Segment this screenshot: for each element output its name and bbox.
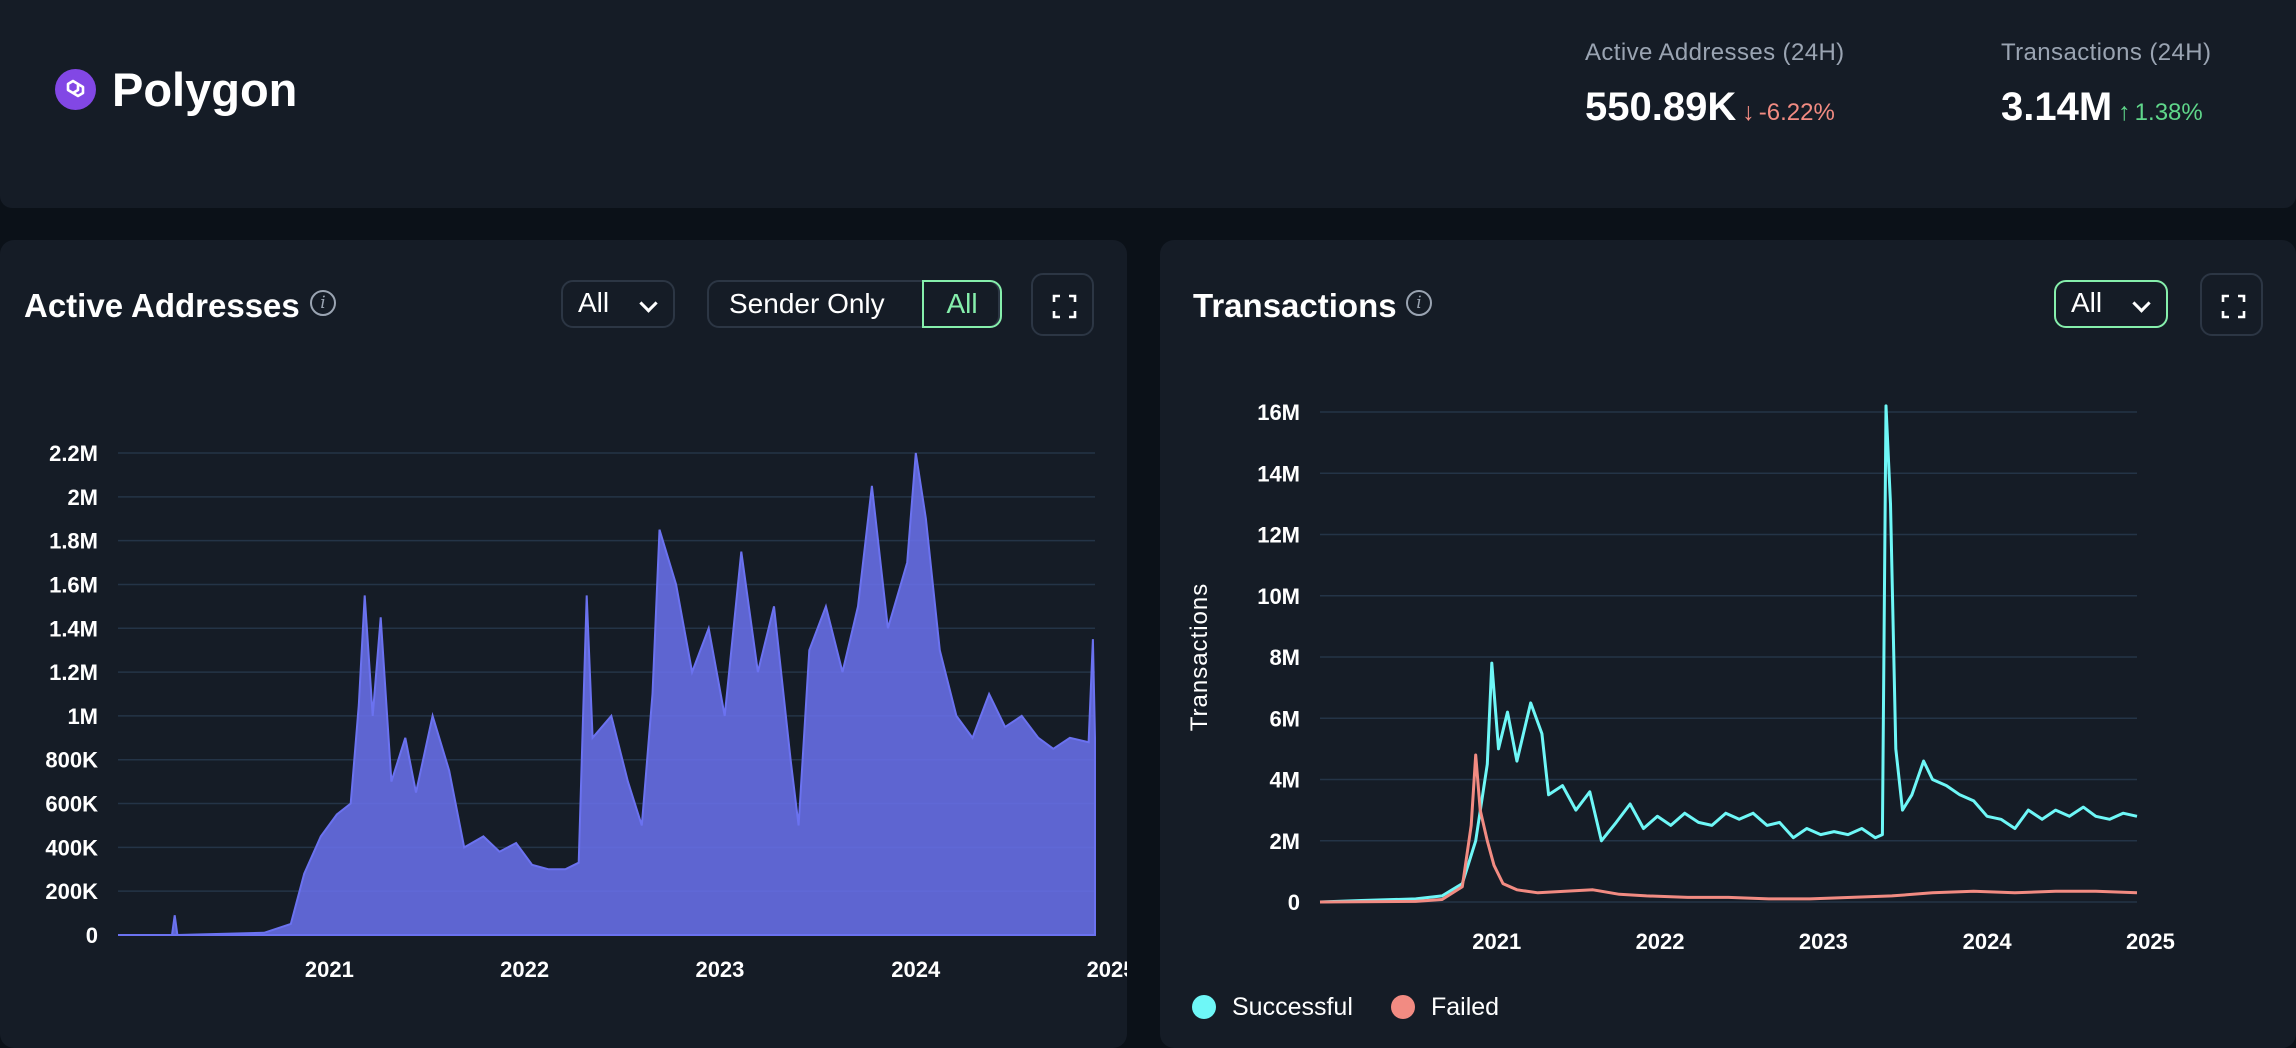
y-tick-label: 1.2M xyxy=(49,660,98,685)
y-tick-label: 800K xyxy=(45,748,98,773)
range-select[interactable]: All xyxy=(561,280,675,328)
y-tick-label: 400K xyxy=(45,835,98,860)
y-tick-label: 16M xyxy=(1257,400,1300,425)
y-tick-label: 2M xyxy=(1269,829,1300,854)
x-tick-label: 2023 xyxy=(1799,929,1848,954)
stat-value: 3.14M xyxy=(2001,85,2113,129)
range-select-value: All xyxy=(2071,287,2103,318)
transactions-chart: 0 2M 4M 6M 8M 10M 12M 14M 16M 2021 2022 2023 2024 202… xyxy=(1186,400,2175,954)
info-icon[interactable]: i xyxy=(1406,290,1432,316)
x-tick-label: 2022 xyxy=(500,957,549,982)
active-addresses-stat: Active Addresses (24H) 550.89K ↓ -6.22% xyxy=(1585,38,1845,130)
active-addresses-title: Active Addresses xyxy=(24,287,300,324)
chevron-down-icon xyxy=(639,294,658,313)
fullscreen-button[interactable] xyxy=(2200,273,2263,336)
x-tick-label: 2025 xyxy=(1087,957,1127,982)
arrow-down-icon: ↓ xyxy=(1742,98,1755,126)
range-select[interactable]: All xyxy=(2054,280,2168,328)
x-tick-label: 2025 xyxy=(2126,929,2175,954)
series-line-successful xyxy=(1319,404,2138,904)
y-tick-label: 200K xyxy=(45,879,98,904)
legend-failed[interactable]: Failed xyxy=(1391,992,1499,1022)
x-tick-label: 2024 xyxy=(891,957,941,982)
info-icon[interactable]: i xyxy=(310,290,336,316)
y-tick-label: 600K xyxy=(45,792,98,817)
y-tick-label: 10M xyxy=(1257,584,1300,609)
x-tick-label: 2024 xyxy=(1963,929,2013,954)
fullscreen-button[interactable] xyxy=(1031,273,1094,336)
chain-title: Polygon xyxy=(112,63,298,116)
polygon-logo-icon xyxy=(55,69,96,110)
fullscreen-icon xyxy=(1052,294,1077,319)
x-tick-label: 2023 xyxy=(695,957,744,982)
y-tick-label: 0 xyxy=(86,923,98,948)
y-tick-label: 1M xyxy=(67,704,98,729)
chevron-down-icon xyxy=(2132,294,2151,313)
sender-only-option[interactable]: Sender Only xyxy=(729,288,885,319)
chain-header: Polygon Active Addresses (24H) 550.89K ↓… xyxy=(0,0,2296,208)
active-addresses-chart: 0 200K 400K 600K 800K 1M 1.2M 1.4M 1.6M 1.8M 2M 2.2… xyxy=(45,441,1127,982)
y-tick-label: 14M xyxy=(1257,461,1300,486)
stat-change: 1.38% xyxy=(2134,99,2203,126)
x-tick-label: 2022 xyxy=(1636,929,1685,954)
y-tick-label: 0 xyxy=(1288,890,1300,915)
y-tick-label: 2M xyxy=(67,485,98,510)
transactions-panel xyxy=(1160,240,2296,1048)
stat-value: 550.89K xyxy=(1585,85,1737,129)
x-tick-label: 2021 xyxy=(305,957,354,982)
series-line-failed xyxy=(1319,753,2138,904)
stat-change: -6.22% xyxy=(1758,99,1835,126)
transactions-title: Transactions xyxy=(1193,287,1397,324)
y-axis-title: Transactions xyxy=(1186,583,1213,732)
legend-label: Successful xyxy=(1232,993,1353,1021)
x-tick-label: 2021 xyxy=(1472,929,1521,954)
series-area xyxy=(118,452,1096,937)
y-tick-label: 1.4M xyxy=(49,616,98,641)
transactions-stat: Transactions (24H) 3.14M ↑ 1.38% xyxy=(2001,38,2211,130)
y-tick-label: 2.2M xyxy=(49,441,98,466)
range-select-value: All xyxy=(578,287,610,318)
y-tick-label: 8M xyxy=(1269,645,1300,670)
y-tick-label: 4M xyxy=(1269,768,1300,793)
fullscreen-icon xyxy=(2221,294,2246,319)
y-tick-label: 1.8M xyxy=(49,529,98,554)
y-tick-label: 12M xyxy=(1257,523,1300,548)
y-tick-label: 1.6M xyxy=(49,572,98,597)
all-option[interactable]: All xyxy=(922,280,1002,328)
legend-swatch xyxy=(1391,995,1415,1019)
y-tick-label: 6M xyxy=(1269,706,1300,731)
arrow-up-icon: ↑ xyxy=(2118,98,2131,126)
stat-label: Transactions (24H) xyxy=(2001,39,2212,66)
address-type-toggle: Sender Only All xyxy=(707,280,1002,328)
stat-label: Active Addresses (24H) xyxy=(1585,39,1845,66)
legend-successful[interactable]: Successful xyxy=(1192,992,1353,1022)
legend-swatch xyxy=(1192,995,1216,1019)
legend-label: Failed xyxy=(1431,993,1500,1021)
